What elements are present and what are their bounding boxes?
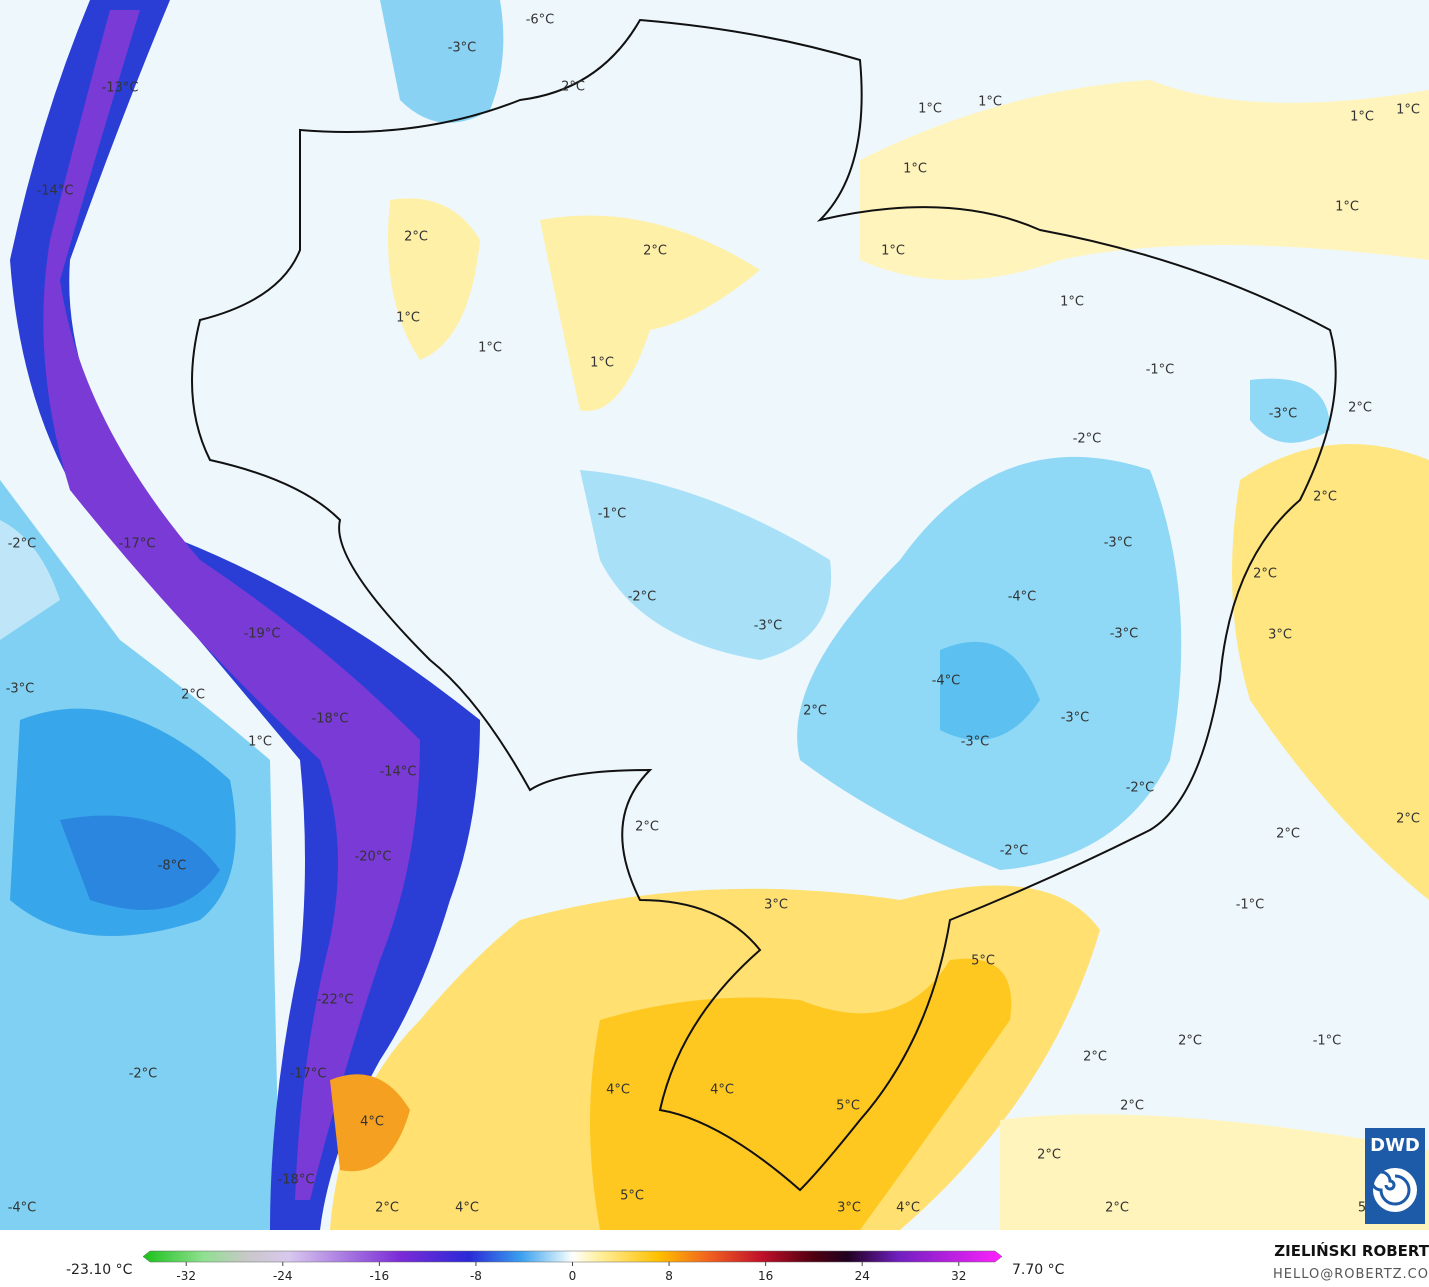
colorbar-tick-label: 16	[758, 1269, 773, 1283]
temp-label: -2°C	[1073, 432, 1102, 447]
temp-label: 5	[1358, 1201, 1366, 1216]
temp-label: 3°C	[837, 1201, 861, 1216]
temp-label: 1°C	[1350, 110, 1374, 125]
temp-label: 1°C	[1060, 295, 1084, 310]
colorbar-tick-label: 24	[855, 1269, 870, 1283]
temp-label: -3°C	[6, 682, 35, 697]
temp-label: 1°C	[918, 102, 942, 117]
temp-label: 2°C	[1037, 1148, 1061, 1163]
temp-label: -2°C	[129, 1067, 158, 1082]
temp-label: -20°C	[355, 850, 392, 865]
colorbar-tick-label: -8	[470, 1269, 482, 1283]
temp-label: 1°C	[881, 244, 905, 259]
temp-label: -13°C	[102, 81, 139, 96]
temp-label: 1°C	[396, 311, 420, 326]
temp-label: 5°C	[971, 954, 995, 969]
temp-label: 3°C	[764, 898, 788, 913]
temp-label: 2°C	[375, 1201, 399, 1216]
temp-label: -3°C	[961, 735, 990, 750]
temp-label: 4°C	[710, 1083, 734, 1098]
temp-label: -3°C	[1110, 627, 1139, 642]
temp-label: -1°C	[1146, 363, 1175, 378]
temp-label: -3°C	[754, 619, 783, 634]
temp-label: -2°C	[1000, 844, 1029, 859]
temp-label: -17°C	[119, 537, 156, 552]
temp-label: 2°C	[643, 244, 667, 259]
colorbar-tick-label: 8	[665, 1269, 673, 1283]
temp-label: -19°C	[244, 627, 281, 642]
temp-label: -6°C	[526, 13, 555, 28]
temp-label: -3°C	[448, 41, 477, 56]
colorbar-tick-label: -16	[370, 1269, 390, 1283]
temp-label: -2°C	[628, 590, 657, 605]
temp-label: -3°C	[1269, 407, 1298, 422]
temp-label: 2°C	[181, 688, 205, 703]
temp-label: 4°C	[455, 1201, 479, 1216]
temp-label: -22°C	[317, 993, 354, 1008]
temp-label: -3°C	[1104, 536, 1133, 551]
temp-label: 1°C	[903, 162, 927, 177]
temp-label: -1°C	[598, 507, 627, 522]
temp-label: 2°C	[1253, 567, 1277, 582]
temp-label: 2°C	[1105, 1201, 1129, 1216]
dwd-logo	[1365, 1128, 1425, 1224]
temp-label: 5°C	[836, 1099, 860, 1114]
colorbar-max: 7.70 °C	[1012, 1262, 1065, 1278]
temp-label: 2°C	[1396, 812, 1420, 827]
temp-label: -3°C	[1061, 711, 1090, 726]
temp-label: 1°C	[978, 95, 1002, 110]
temp-label: -4°C	[8, 1201, 37, 1216]
temp-label: 5°C	[620, 1189, 644, 1204]
temp-label: -1°C	[1236, 898, 1265, 913]
temp-label: -17°C	[290, 1067, 327, 1082]
temp-label: 4°C	[896, 1201, 920, 1216]
temp-label: 2°C	[803, 704, 827, 719]
temp-label: -2°C	[1126, 781, 1155, 796]
temp-label: -18°C	[312, 712, 349, 727]
colorbar-gradient	[142, 1250, 1003, 1263]
email: HELLO@ROBERTZ.CO	[1273, 1267, 1429, 1282]
colorbar-tick-label: 0	[569, 1269, 577, 1283]
temp-label: 2°C	[1276, 827, 1300, 842]
temp-label: 2°C	[1348, 401, 1372, 416]
logo-text: DWD	[1370, 1135, 1420, 1156]
colorbar-min: -23.10 °C	[66, 1262, 133, 1278]
temp-label: 4°C	[360, 1115, 384, 1130]
temp-label: 2°C	[1083, 1050, 1107, 1065]
temp-label: -4°C	[932, 674, 961, 689]
temp-label: -2°C	[8, 537, 37, 552]
temp-label: 2°C	[1313, 490, 1337, 505]
temp-label: -4°C	[1008, 590, 1037, 605]
colorbar-tick-label: -24	[273, 1269, 293, 1283]
temp-label: -14°C	[37, 184, 74, 199]
map-labels: -6°C -3°C -13°C 2°C 1°C 1°C 1°C 1°C 1°C -14°C 1°C 2…	[6, 13, 1420, 1216]
temp-label: 4°C	[606, 1083, 630, 1098]
temp-label: 2°C	[1120, 1099, 1144, 1114]
temp-label: 3°C	[1268, 628, 1292, 643]
temp-label: 1°C	[590, 356, 614, 371]
colorbar-tick-label: -32	[176, 1269, 196, 1283]
temp-label: -18°C	[278, 1173, 315, 1188]
temp-label: 1°C	[248, 735, 272, 750]
temp-label: -8°C	[158, 859, 187, 874]
temp-label: 1°C	[1335, 200, 1359, 215]
colorbar-tick-label: 32	[951, 1269, 966, 1283]
temp-label: 2°C	[635, 820, 659, 835]
temp-label: -14°C	[380, 765, 417, 780]
temp-label: 1°C	[1396, 103, 1420, 118]
temp-label: 2°C	[561, 80, 585, 95]
temp-label: 2°C	[404, 230, 428, 245]
map-background	[0, 0, 1429, 1230]
temp-label: 2°C	[1178, 1034, 1202, 1049]
temp-label: -1°C	[1313, 1034, 1342, 1049]
borders	[191, 18, 1337, 1192]
author: ZIELIŃSKI ROBERT	[1274, 1241, 1429, 1260]
colorbar	[142, 1250, 1003, 1263]
temp-label: 1°C	[478, 341, 502, 356]
